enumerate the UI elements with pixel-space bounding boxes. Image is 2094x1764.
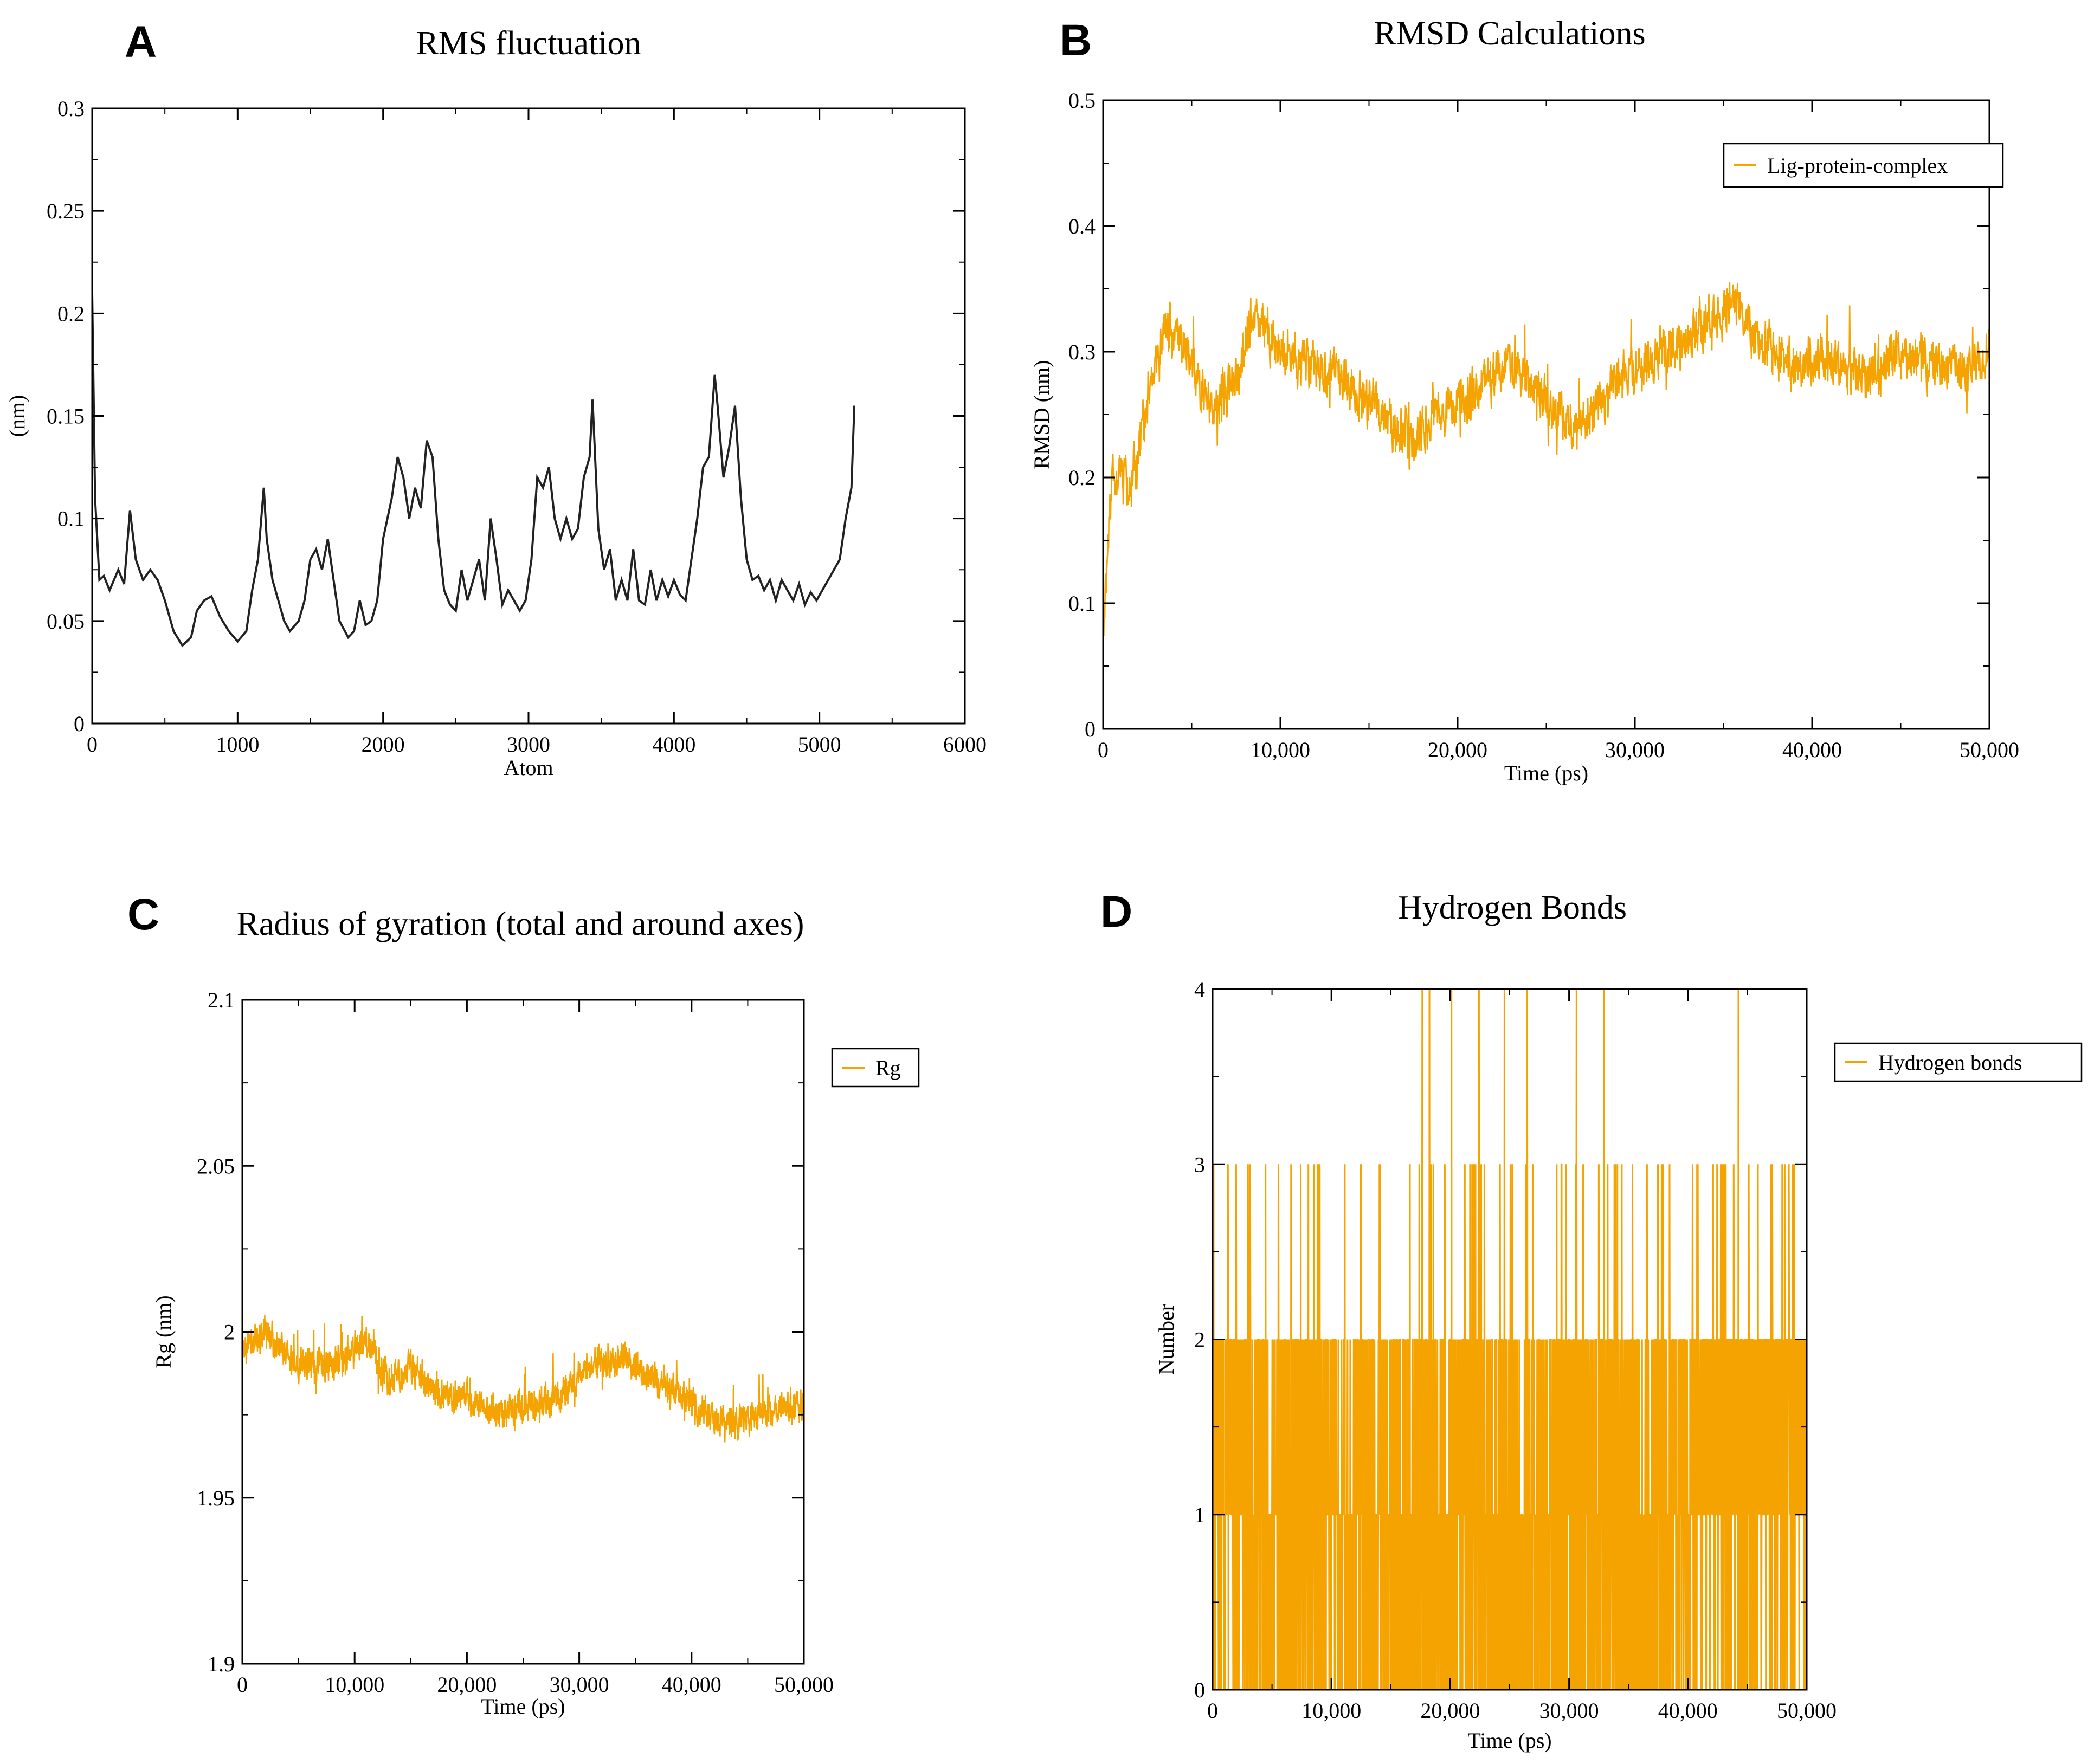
y-tick-label: 0.3	[1068, 340, 1096, 364]
x-tick-label: 0	[1207, 1698, 1218, 1723]
x-tick-label: 20,000	[1428, 738, 1487, 762]
x-tick-label: 20,000	[1420, 1698, 1480, 1723]
series-group	[92, 293, 856, 648]
y-axis-label: Rg (nm)	[151, 1295, 176, 1368]
chart-rmsd: 0 10,000 20,000 30,000 40,000 50,000 0 0.1 0.2 0.…	[1029, 88, 2019, 785]
y-tick-label: 0.2	[1068, 466, 1096, 490]
y-tick-label: 0	[1194, 1678, 1205, 1702]
y-tick-label: 0.2	[57, 301, 85, 326]
x-tick-label: 40,000	[662, 1672, 721, 1697]
x-tick-label: 40,000	[1658, 1698, 1718, 1723]
y-tick-label: 0.05	[47, 609, 85, 634]
legend-label: Hydrogen bonds	[1878, 1050, 2022, 1075]
legend-box	[1723, 143, 2004, 188]
y-axis-label: RMSD (nm)	[1029, 360, 1054, 469]
x-tick-label: 0	[87, 732, 98, 757]
y-tick-label: 1.9	[208, 1652, 235, 1676]
x-tick-label: 6000	[943, 732, 987, 757]
x-tick-label: 0	[237, 1672, 248, 1697]
y-tick-label: 0	[1085, 717, 1096, 741]
x-axis-label: Atom	[504, 755, 553, 780]
y-tick-label: 2.1	[208, 988, 235, 1012]
chart-title-a: RMS fluctuation	[416, 25, 641, 62]
chart-radius-of-gyration: 0 10,000 20,000 30,000 40,000 50,000 1.9 1.95 2 2…	[151, 988, 920, 1718]
x-axis-label: Time (ps)	[1467, 1728, 1551, 1753]
x-tick-label: 3000	[507, 732, 550, 757]
legend-box	[1834, 1042, 2083, 1082]
series-group	[1103, 282, 1989, 655]
series-line	[242, 1315, 804, 1443]
y-tick-label: 0.25	[47, 199, 85, 223]
y-tick-label: 2.05	[197, 1154, 235, 1178]
y-axis-label: Number	[1154, 1304, 1178, 1375]
y-tick-label: 0.15	[47, 404, 85, 429]
x-tick-label: 30,000	[1605, 738, 1665, 762]
x-tick-label: 40,000	[1782, 738, 1842, 762]
x-tick-label: 50,000	[774, 1672, 834, 1697]
series-group	[1213, 989, 1807, 1690]
y-tick-label: 0	[74, 712, 85, 736]
y-tick-label: 0.4	[1068, 214, 1096, 238]
chart-title-d: Hydrogen Bonds	[1398, 889, 1627, 926]
x-tick-label: 10,000	[325, 1672, 384, 1697]
y-tick-label: 2	[1194, 1328, 1205, 1352]
plot-frame	[91, 107, 966, 725]
y-tick-label: 0.5	[1068, 88, 1096, 113]
panel-letter-b: B	[1060, 16, 1092, 65]
x-axis-label: Time (ps)	[1504, 761, 1588, 785]
x-tick-label: 2000	[362, 732, 405, 757]
panel-letter-a: A	[125, 17, 157, 67]
x-tick-label: 4000	[652, 732, 695, 757]
x-tick-label: 50,000	[1960, 738, 2019, 762]
y-tick-label: 2	[224, 1320, 235, 1345]
x-tick-label: 20,000	[437, 1672, 497, 1697]
y-tick-label: 0.3	[57, 96, 85, 121]
plot-frame	[241, 999, 805, 1665]
x-axis-label: Time (ps)	[481, 1694, 565, 1718]
chart-title-b: RMSD Calculations	[1374, 15, 1645, 52]
panel-letter-c: C	[127, 890, 159, 939]
x-tick-label: 5000	[798, 732, 841, 757]
panel-letter-d: D	[1100, 887, 1132, 936]
series-line	[1213, 989, 1807, 1690]
x-tick-label: 10,000	[1251, 738, 1310, 762]
x-tick-label: 1000	[216, 732, 259, 757]
y-tick-label: 3	[1194, 1152, 1205, 1177]
legend-label: Lig-protein-complex	[1767, 153, 1948, 178]
y-tick-label: 1.95	[197, 1486, 235, 1510]
y-tick-label: 1	[1194, 1503, 1205, 1527]
x-tick-label: 50,000	[1777, 1698, 1837, 1723]
series-line	[92, 293, 856, 648]
x-tick-label: 30,000	[1539, 1698, 1599, 1723]
legend-label: Rg	[875, 1056, 901, 1080]
y-axis-label: (nm)	[5, 395, 29, 437]
series-line	[1103, 282, 1989, 655]
y-tick-label: 0.1	[1068, 591, 1096, 616]
x-tick-label: 10,000	[1301, 1698, 1361, 1723]
y-tick-label: 0.1	[57, 507, 85, 531]
x-tick-label: 30,000	[550, 1672, 609, 1697]
chart-rms-fluctuation: 0 1000 2000 3000 4000 5000 6000 0 0.05 0.1 0.15 0.2…	[5, 96, 987, 780]
y-tick-label: 4	[1194, 977, 1205, 1001]
chart-title-c: Radius of gyration (total and around axe…	[237, 906, 804, 942]
x-tick-label: 0	[1098, 738, 1109, 762]
chart-hydrogen-bonds: 0 10,000 20,000 30,000 40,000 50,000 0 1 2 3 4 Time…	[1154, 977, 2083, 1753]
series-group	[242, 1315, 804, 1443]
